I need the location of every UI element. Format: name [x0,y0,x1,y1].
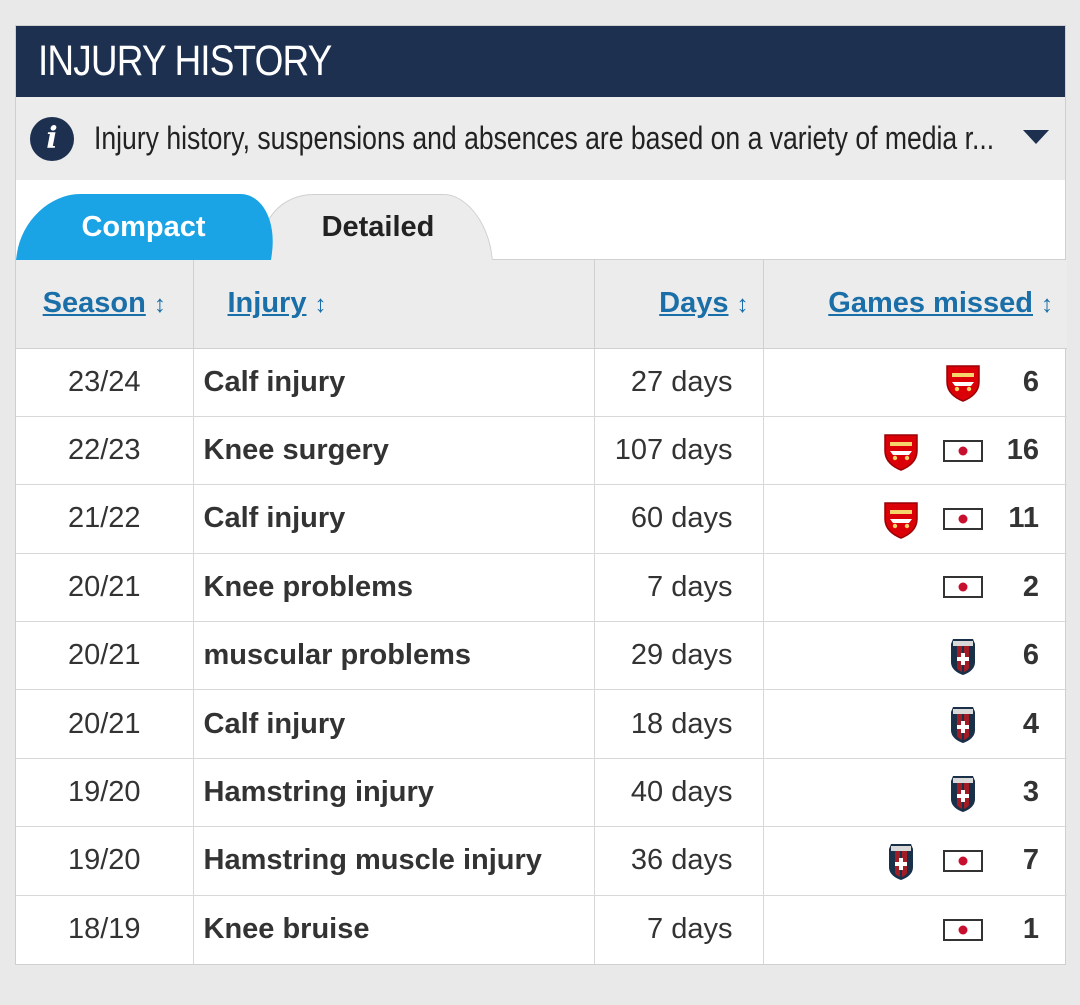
season-cell: 23/24 [16,348,194,417]
days-sort-link[interactable]: Days [659,287,729,320]
days-cell: 36 days [594,826,764,896]
games-missed-cell: 6 [763,621,1067,691]
sort-icon[interactable]: ↕ [736,291,749,319]
view-tabs: Detailed Compact [16,180,1065,260]
season-cell: 20/21 [16,621,194,691]
days-cell: 29 days [594,621,764,691]
bologna-crest-icon[interactable] [943,636,983,676]
injury-cell: Hamstring muscle injury [193,826,595,896]
days-cell: 7 days [594,895,764,964]
arsenal-crest-icon[interactable] [943,362,983,402]
games-missed-cell: 1 [763,895,1067,963]
games-missed-count: 1 [1022,913,1039,946]
season-cell: 19/20 [16,758,194,828]
injury-table: Season ↕ Injury ↕ Days ↕ Games missed ↕ 23/2… [16,260,1067,964]
injury-cell: Knee surgery [193,416,595,486]
games-sort-link[interactable]: Games missed [828,287,1033,320]
table-row: 23/24 Calf injury 27 days 6 [16,348,1067,417]
table-row: 21/22 Calf injury 60 days 11 [16,484,1067,554]
season-cell: 21/22 [16,484,194,554]
info-banner[interactable]: i Injury history, suspensions and absenc… [16,97,1065,180]
bologna-crest-icon[interactable] [881,841,921,881]
season-cell: 22/23 [16,416,194,486]
info-text: Injury history, suspensions and absences… [94,120,995,156]
games-missed-count: 11 [1008,502,1039,535]
table-row: 18/19 Knee bruise 7 days 1 [16,895,1067,964]
table-row: 20/21 Knee problems 7 days 2 [16,553,1067,623]
days-cell: 40 days [594,758,764,828]
injury-column-header[interactable]: Injury ↕ [193,260,595,349]
sort-icon[interactable]: ↕ [153,291,166,319]
season-cell: 18/19 [16,895,194,964]
injury-cell: Calf injury [193,689,595,759]
games-missed-count: 3 [1022,776,1039,809]
days-cell: 60 days [594,484,764,554]
games-column-header[interactable]: Games missed ↕ [763,260,1067,349]
japan-flag-icon [943,576,983,599]
days-column-header[interactable]: Days ↕ [594,260,764,349]
injury-sort-link[interactable]: Injury [227,287,307,320]
arsenal-crest-icon[interactable] [881,499,921,539]
games-missed-count: 4 [1022,707,1039,740]
days-cell: 27 days [594,348,764,417]
games-missed-cell: 11 [763,484,1067,554]
season-cell: 19/20 [16,826,194,896]
injury-cell: Hamstring injury [193,758,595,828]
days-cell: 7 days [594,553,764,623]
injury-cell: Knee problems [193,553,595,623]
expand-arrow-icon[interactable] [1023,130,1049,144]
games-missed-count: 6 [1022,639,1039,672]
japan-flag-icon [943,507,983,530]
tab-detailed[interactable]: Detailed [263,194,493,260]
card-title: INJURY HISTORY [38,37,332,85]
japan-flag-icon [943,439,983,462]
table-row: 19/20 Hamstring muscle injury 36 days 7 [16,826,1067,896]
injury-cell: Calf injury [193,348,595,417]
season-cell: 20/21 [16,553,194,623]
games-missed-cell: 16 [763,416,1067,486]
games-missed-cell: 6 [763,348,1067,417]
arsenal-crest-icon[interactable] [881,431,921,471]
injury-history-card: INJURY HISTORY i Injury history, suspens… [15,25,1067,965]
games-missed-cell: 7 [763,826,1067,896]
sort-icon[interactable]: ↕ [1041,291,1053,319]
games-missed-cell: 2 [763,553,1067,623]
games-missed-count: 6 [1022,365,1039,398]
info-icon: i [30,116,74,161]
bologna-crest-icon[interactable] [943,773,983,813]
sort-icon[interactable]: ↕ [314,291,327,319]
card-header: INJURY HISTORY [16,26,1065,97]
table-row: 22/23 Knee surgery 107 days 16 [16,416,1067,486]
japan-flag-icon [943,918,983,941]
season-cell: 20/21 [16,689,194,759]
days-cell: 107 days [594,416,764,486]
injury-cell: muscular problems [193,621,595,691]
tab-compact[interactable]: Compact [16,194,271,260]
table-header-row: Season ↕ Injury ↕ Days ↕ Games missed ↕ [16,260,1067,349]
japan-flag-icon [943,849,983,872]
days-cell: 18 days [594,689,764,759]
table-row: 20/21 Calf injury 18 days 4 [16,689,1067,759]
table-row: 19/20 Hamstring injury 40 days 3 [16,758,1067,828]
games-missed-count: 2 [1022,570,1039,603]
games-missed-cell: 3 [763,758,1067,828]
games-missed-cell: 4 [763,689,1067,759]
table-row: 20/21 muscular problems 29 days 6 [16,621,1067,691]
injury-cell: Knee bruise [193,895,595,964]
season-column-header[interactable]: Season ↕ [16,260,194,349]
season-sort-link[interactable]: Season [42,287,146,320]
games-missed-count: 7 [1022,844,1039,877]
games-missed-count: 16 [1006,434,1039,467]
injury-cell: Calf injury [193,484,595,554]
bologna-crest-icon[interactable] [943,704,983,744]
table-body: 23/24 Calf injury 27 days 6 22/23 Knee s… [16,348,1067,964]
